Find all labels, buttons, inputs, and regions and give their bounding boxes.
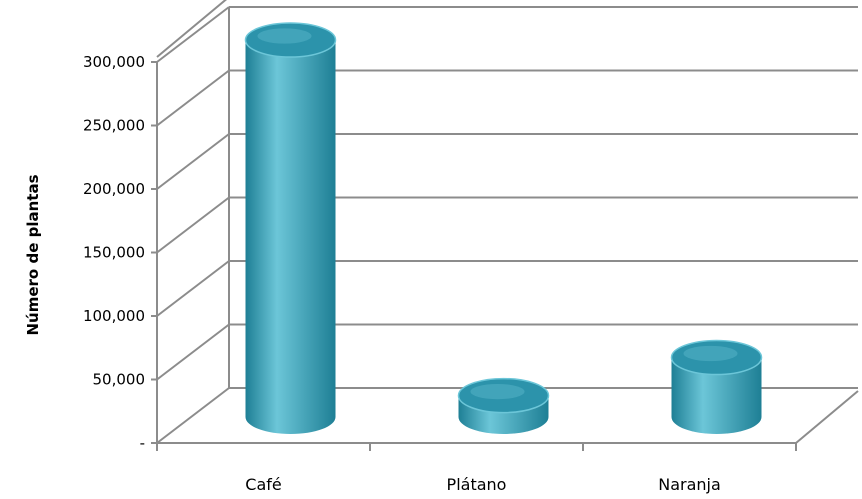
y-tick-label: 250,000 [83,117,145,135]
y-tick-label: 300,000 [83,53,145,71]
bars [244,22,763,434]
y-axis-label: Número de plantas [24,174,42,335]
gridline-diagonal [156,6,230,63]
gridline-diagonal [156,387,230,444]
axes [151,7,859,451]
bar-body [245,40,336,434]
bar-2 [670,339,763,434]
bar-top-highlight [257,28,312,44]
bar-top [670,339,763,376]
y-tick-labels: - 50,000 100,000 150,000 200,000 250,000 300,0… [83,53,145,452]
x-tick-labels: Café Plátano Naranja [245,475,721,494]
bar-top [457,377,550,414]
y-tick-label: - [140,434,145,452]
bar-top [244,22,337,58]
y-tick-label: 150,000 [83,244,145,262]
gridline-diagonal [156,69,230,127]
gridline-diagonal [156,133,230,190]
bar-0 [244,22,337,434]
gridline-diagonal [156,323,230,381]
bar-top-highlight [683,345,738,362]
floor-right-edge [795,390,859,444]
y-tick-label: 100,000 [83,307,145,325]
y-tick-label: 200,000 [83,180,145,198]
gridline-diagonal [156,260,230,317]
x-tick-label: Naranja [658,475,721,494]
gridline-diagonal [156,196,230,254]
x-tick-label: Café [245,475,281,494]
bar-1 [457,377,550,434]
bar-body [671,357,762,434]
bar-top-highlight [470,383,525,400]
y-tick-label: 50,000 [93,371,146,389]
x-tick-label: Plátano [447,475,507,494]
gridline-diagonal [156,0,227,58]
